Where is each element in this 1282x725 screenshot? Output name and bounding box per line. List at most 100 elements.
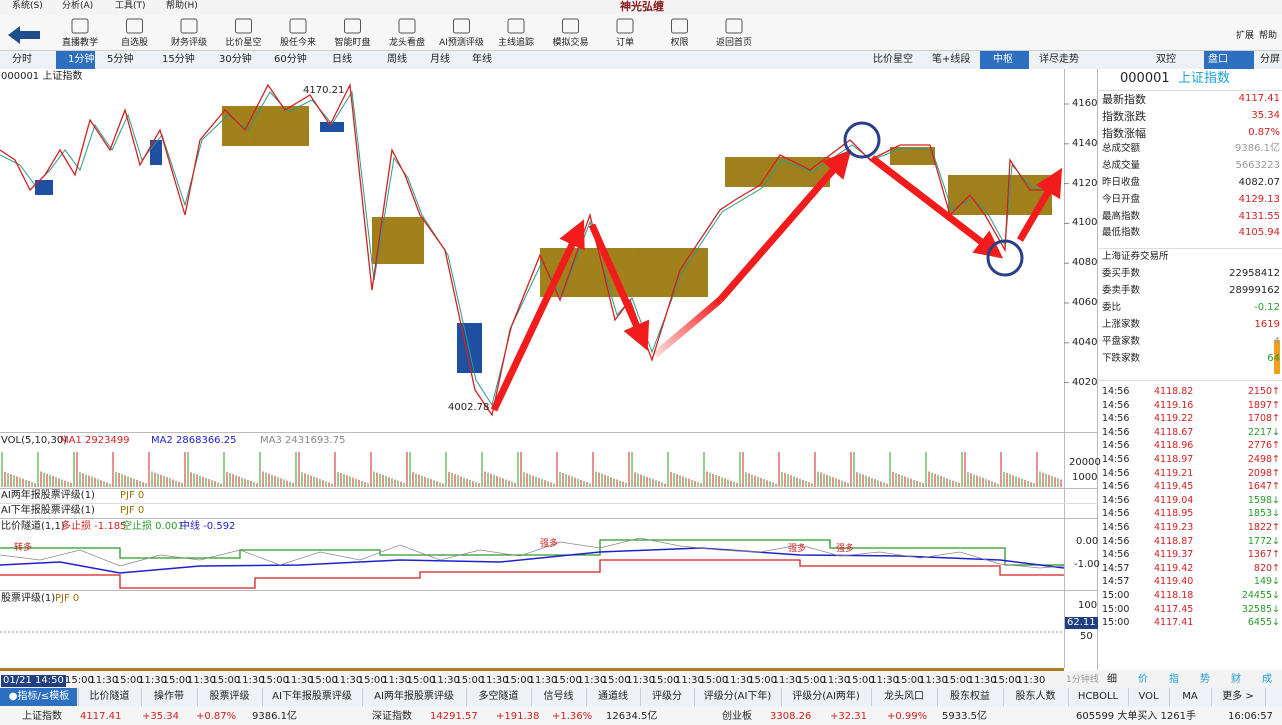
tick-time: 14:56 [1102, 535, 1130, 547]
bottom-tab[interactable]: 多空隧道 [478, 691, 519, 702]
indicator: PJF 0 [55, 593, 80, 604]
side-tab[interactable]: 双控 [1156, 54, 1176, 65]
time-label: 11:30 [187, 675, 216, 686]
toolbar-button[interactable]: 帮助 [1259, 31, 1278, 41]
quote-value: 28999162 [1229, 285, 1280, 296]
bottom-tab[interactable]: 通道线 [598, 691, 628, 702]
toolbar-button[interactable]: 主线追踪 [497, 38, 535, 48]
bottom-tab[interactable]: 评级分(AI两年) [792, 691, 860, 702]
time-label: 15:00 [601, 675, 631, 686]
view-tab[interactable]: 中枢 [993, 54, 1013, 65]
toolbar-button[interactable]: 财务评级 [170, 38, 208, 48]
toolbar-button[interactable]: 自选股 [120, 38, 149, 48]
toolbar-button[interactable]: 模拟交易 [552, 38, 589, 48]
toolbar-button[interactable]: 订单 [615, 38, 635, 48]
tick-volume: 2150↑ [1247, 386, 1280, 397]
bottom-tab[interactable]: 龙头风口 [884, 691, 924, 702]
side-tab[interactable]: 分屏 [1260, 54, 1280, 65]
tick-volume: 2498↑ [1247, 454, 1280, 465]
bottom-tab[interactable]: MA [1182, 691, 1198, 702]
period-tab[interactable]: 日线 [332, 54, 352, 65]
menu-item[interactable]: 帮助(H) [166, 1, 198, 11]
time-label: 1分钟线 [1066, 675, 1099, 685]
time-label: 11:30 [919, 675, 948, 686]
tick-time: 14:57 [1102, 576, 1130, 588]
quote-name: 上证指数 [1178, 71, 1231, 86]
indicator: PJF 0 [120, 505, 145, 516]
bottom-tab[interactable]: 信号线 [543, 691, 574, 702]
period-tab[interactable]: 30分钟 [219, 54, 252, 65]
bottom-tab[interactable]: 更多 > [1222, 691, 1254, 702]
toolbar-button[interactable]: 权限 [670, 38, 689, 48]
tick-time: 14:56 [1102, 454, 1130, 465]
tick-time: 14:56 [1102, 426, 1130, 438]
detail-tab[interactable]: 指 [1169, 674, 1179, 685]
bottom-tab[interactable]: ●指标/≤模板 [8, 691, 70, 702]
period-tab[interactable]: 分时 [12, 54, 32, 65]
decoration [71, 18, 89, 34]
tick-time: 14:56 [1102, 522, 1130, 533]
bottom-tab[interactable]: 比价隧道 [89, 691, 130, 702]
indicator: MA3 2431693.75 [260, 435, 346, 446]
bottom-tab[interactable]: AI两年报股票评级 [374, 691, 454, 702]
quote-label: 委买手数 [1102, 268, 1141, 279]
period-tab[interactable]: 年线 [472, 54, 492, 65]
quote-value: 5663223 [1235, 160, 1280, 172]
time-label: 15:00 [504, 675, 534, 686]
bottom-tab[interactable]: AI下年报股票评级 [272, 691, 352, 702]
status-item: +32.31 [830, 711, 868, 722]
toolbar-button[interactable]: 龙头看盘 [388, 38, 426, 48]
period-tab[interactable]: 15分钟 [162, 54, 195, 65]
toolbar-button[interactable]: 股任今来 [279, 38, 317, 48]
quote-label: 总成交额 [1102, 143, 1141, 155]
decoration [289, 18, 307, 34]
time-label: 15:00 [845, 675, 875, 686]
bottom-tab[interactable]: HCBOLL [1077, 691, 1119, 702]
period-tab[interactable]: 1分钟 [68, 54, 95, 65]
period-tab[interactable]: 月线 [430, 54, 450, 65]
period-tab[interactable]: 周线 [387, 54, 407, 65]
menu-item[interactable]: 工具(T) [115, 1, 146, 11]
time-label: 11:30 [1016, 675, 1046, 686]
toolbar-button[interactable]: 返回首页 [715, 38, 753, 48]
quote-label: 平盘家数 [1102, 336, 1141, 347]
toolbar-button[interactable]: 智能盯盘 [334, 38, 371, 48]
tick-time: 14:56 [1102, 549, 1130, 561]
bottom-tab[interactable]: 评级分 [652, 691, 682, 702]
toolbar-button[interactable]: 扩展 [1236, 31, 1255, 41]
time-label: 11:30 [821, 675, 851, 686]
app-title: 神光弘缠 [620, 0, 664, 13]
time-label: 11:30 [138, 675, 168, 686]
tick-time: 14:56 [1102, 481, 1130, 493]
detail-tab[interactable]: 价 [1138, 674, 1148, 685]
tick-time: 15:00 [1102, 603, 1130, 615]
detail-tab[interactable]: 细 [1107, 674, 1117, 685]
tick-volume: 820↑ [1253, 562, 1280, 574]
toolbar-button[interactable]: 直播教学 [61, 38, 99, 48]
period-tab[interactable]: 60分钟 [274, 54, 307, 65]
view-tab[interactable]: 详尽走势 [1039, 54, 1079, 65]
time-label: 15:00 [699, 675, 729, 686]
quote-value: 22958412 [1229, 268, 1280, 279]
detail-tab[interactable]: 财 [1231, 674, 1241, 685]
period-tab[interactable]: 5分钟 [107, 54, 134, 65]
detail-tab[interactable]: 势 [1200, 674, 1210, 685]
decoration [671, 18, 688, 34]
bottom-tab[interactable]: 股东人数 [1015, 691, 1056, 702]
bottom-tab[interactable]: VOL [1138, 691, 1159, 702]
quote-value: -0.12 [1254, 302, 1280, 313]
menu-item[interactable]: 分析(A) [62, 1, 94, 11]
toolbar-button[interactable]: AI预测评级 [439, 38, 484, 48]
bottom-tab[interactable]: 评级分(AI下年) [703, 691, 772, 702]
menu-item[interactable]: 系统(S) [12, 1, 43, 11]
bottom-tab[interactable]: 股票评级 [209, 691, 250, 702]
time-label: 15:00 [455, 675, 485, 686]
detail-tab[interactable]: 成 [1262, 674, 1272, 685]
side-tab[interactable]: 盘口 [1208, 54, 1228, 65]
toolbar-button[interactable]: 比价星空 [225, 38, 262, 48]
bottom-tab[interactable]: 操作带 [154, 691, 184, 702]
view-tab[interactable]: 比价星空 [873, 54, 913, 65]
bottom-tab[interactable]: 股东权益 [950, 691, 990, 702]
decoration [453, 18, 470, 34]
view-tab[interactable]: 笔+线段 [932, 54, 971, 65]
